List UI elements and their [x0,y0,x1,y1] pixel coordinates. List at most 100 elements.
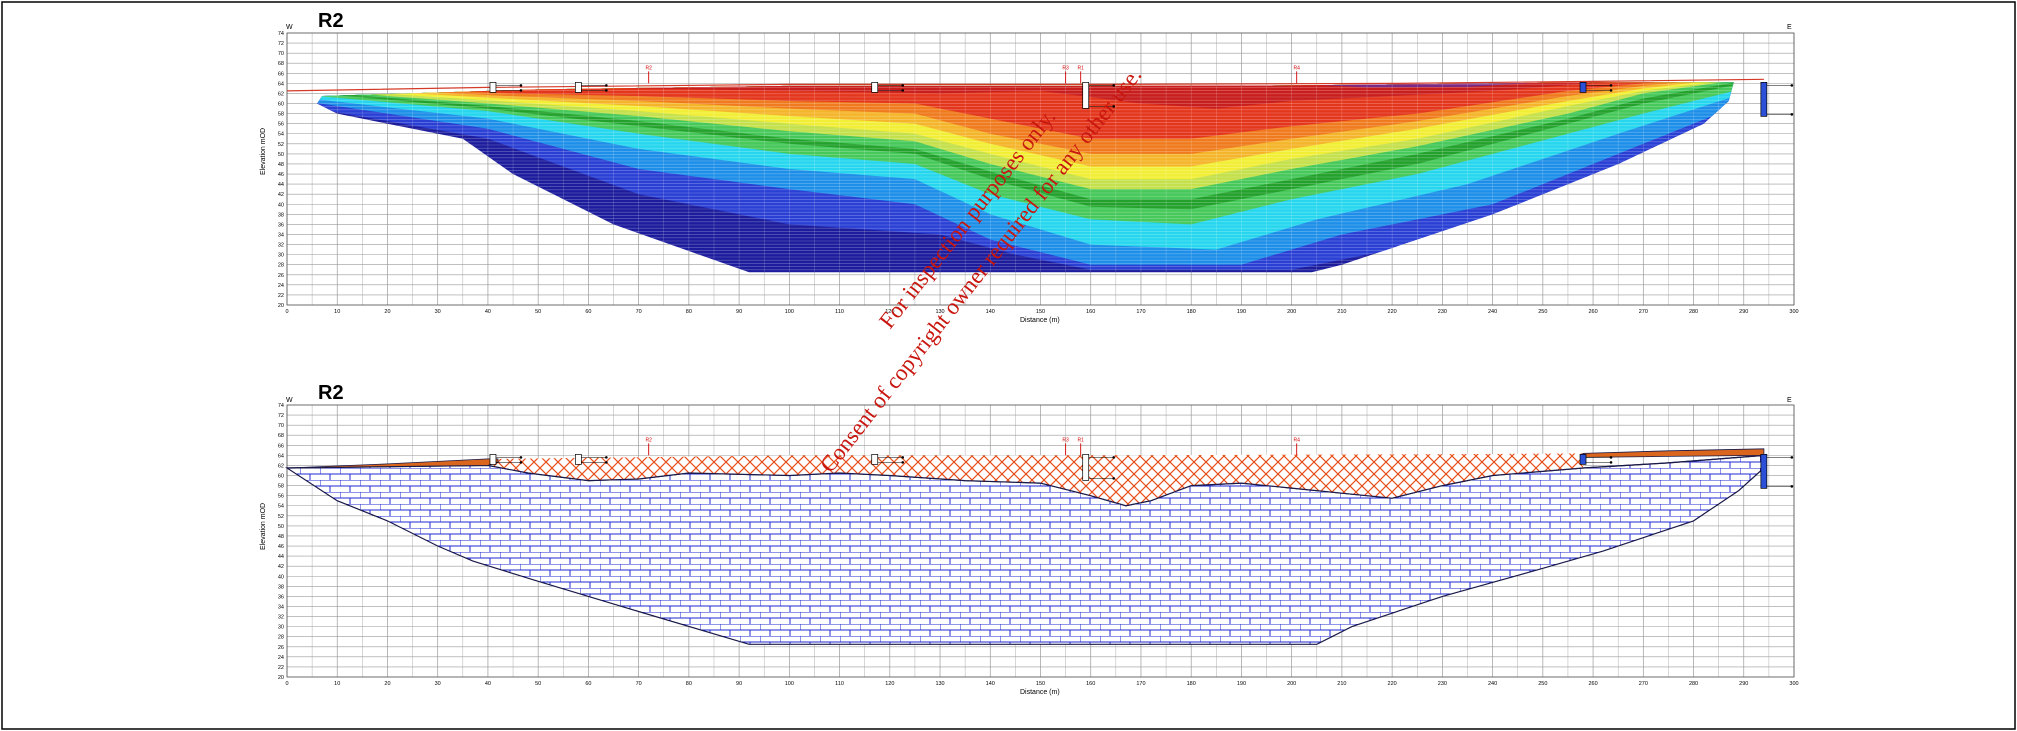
y-tick-label: 72 [278,413,284,419]
resistivity-band [317,82,1734,109]
x-tick-label: 90 [736,681,742,687]
x-tick-label: 80 [686,309,692,315]
y-tick-label: 38 [278,584,284,590]
borehole-dot [519,456,523,459]
y-tick-label: 54 [278,504,284,510]
x-tick-label: 100 [785,309,794,315]
plot-frame [286,32,1795,306]
x-tick-label: 80 [686,681,692,687]
borehole-dot [1112,105,1116,108]
marker-label: R2 [645,437,652,443]
west-label: W [286,397,293,404]
x-tick-label: 40 [485,681,491,687]
x-tick-label: 240 [1488,681,1497,687]
y-tick-label: 62 [278,91,284,97]
borehole-dot [1790,485,1794,488]
borehole-log [575,454,582,465]
borehole-dot [1112,456,1116,459]
x-tick-label: 10 [334,681,340,687]
x-tick-label: 100 [785,681,794,687]
borehole-dot [1112,477,1116,480]
y-tick-label: 54 [278,132,284,138]
borehole-dot [519,89,523,92]
y-tick-label: 48 [278,162,284,168]
x-tick-label: 40 [485,309,491,315]
y-tick-label: 44 [278,554,284,560]
x-tick-label: 250 [1538,309,1547,315]
borehole-dot [519,461,523,464]
x-tick-label: 160 [1086,309,1095,315]
line-markers: R2 R3 R1 R4 [645,65,1300,84]
y-tick-label: 72 [278,41,284,47]
y-tick-label: 32 [278,243,284,249]
x-tick-label: 50 [535,309,541,315]
x-tick-label: 280 [1689,681,1698,687]
x-tick-label: 170 [1136,681,1145,687]
x-tick-label: 130 [935,309,944,315]
borehole-log [489,82,497,93]
borehole-log [871,454,879,465]
y-tick-label: 22 [278,293,284,299]
marker-label: R1 [1077,437,1084,443]
x-tick-label: 200 [1287,681,1296,687]
y-tick-label: 24 [278,283,284,289]
marker-label: R4 [1293,65,1300,71]
borehole-dot [1790,113,1794,116]
x-tick-label: 140 [986,681,995,687]
x-axis-label: Distance (m) [1020,689,1060,696]
borehole-dot [519,84,523,87]
y-tick-label: 20 [278,675,284,681]
x-tick-label: 110 [835,681,844,687]
marker-label: R3 [1062,65,1069,71]
east-label: E [1787,24,1792,31]
x-tick-label: 220 [1388,309,1397,315]
x-tick-label: 120 [885,309,894,315]
y-tick-label: 62 [278,463,284,469]
borehole-log [575,82,582,93]
ground-surface-line [286,78,1764,92]
x-tick-label: 280 [1689,309,1698,315]
x-tick-label: 120 [885,681,894,687]
panel-title: R2 [318,382,344,404]
y-tick-label: 36 [278,594,284,600]
y-axis-label: Elevation mOD [260,503,267,550]
line-markers: R2 R3 R1 R4 [645,437,1300,456]
y-tick-label: 66 [278,443,284,449]
x-tick-label: 30 [435,309,441,315]
y-tick-label: 36 [278,222,284,228]
borehole-log [1760,454,1768,489]
y-tick-label: 56 [278,122,284,128]
x-tick-label: 180 [1187,309,1196,315]
borehole-log [1579,454,1587,465]
borehole-dot [605,461,608,464]
y-tick-label: 42 [278,564,284,570]
borehole-dot [1609,456,1613,459]
x-tick-label: 110 [835,309,844,315]
y-tick-label: 28 [278,263,284,269]
x-axis-label: Distance (m) [1020,317,1060,324]
marker-label: R2 [645,65,652,71]
x-axis-ticks: 0 10 20 30 40 50 60 70 80 90 100 110 120 130 140 150 160… [285,309,1798,315]
borehole-dot [1609,89,1613,92]
x-tick-label: 20 [384,309,390,315]
borehole-log [489,454,497,465]
x-tick-label: 170 [1136,309,1145,315]
x-tick-label: 20 [384,681,390,687]
y-tick-label: 22 [278,665,284,671]
x-axis-ticks: 0 10 20 30 40 50 60 70 80 90 100 110 120 130 140 150 160… [285,681,1798,687]
x-tick-label: 150 [1036,681,1045,687]
y-tick-label: 42 [278,192,284,198]
x-tick-label: 200 [1287,309,1296,315]
y-tick-label: 24 [278,655,284,661]
x-tick-label: 230 [1438,681,1447,687]
borehole-log [871,82,879,93]
x-tick-label: 240 [1488,309,1497,315]
y-tick-label: 74 [278,403,284,409]
y-axis-ticks: 20 22 24 26 28 30 32 34 36 38 40 42 44 46 48 50 52 54 56 58… [278,31,284,309]
y-tick-label: 56 [278,494,284,500]
y-tick-label: 52 [278,514,284,520]
x-tick-label: 190 [1237,681,1246,687]
x-tick-label: 290 [1739,681,1748,687]
